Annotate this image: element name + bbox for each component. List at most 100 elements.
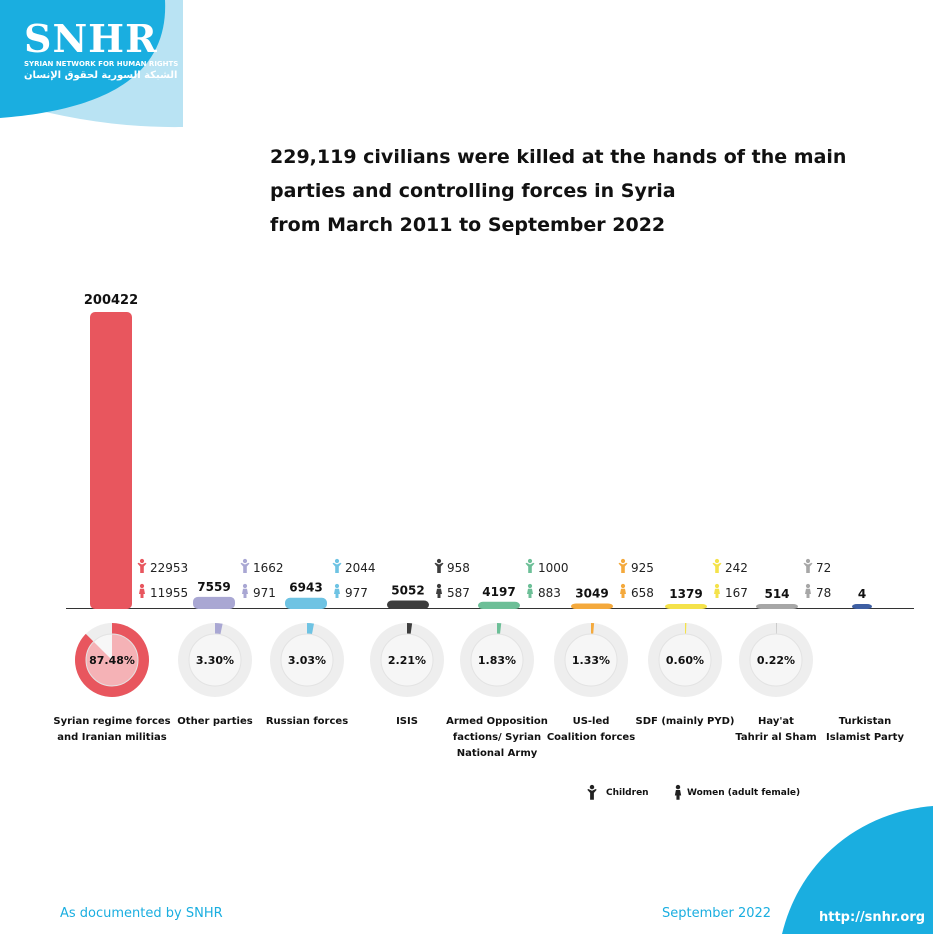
- chart-title-line: from March 2011 to September 2022: [270, 214, 666, 236]
- category-label: SDF (mainly PYD): [636, 716, 735, 727]
- figure-body: [618, 562, 628, 573]
- bar-value-label: 4: [858, 587, 866, 601]
- figure-head: [714, 583, 720, 589]
- children-count-label: 958: [447, 561, 470, 575]
- footer-url[interactable]: http://snhr.org: [819, 910, 926, 925]
- legend-women-icon: [674, 784, 682, 800]
- donut-hole: [470, 633, 524, 687]
- donut-hole: [658, 633, 712, 687]
- figure-body: [242, 588, 248, 598]
- women-count-label: 11955: [150, 586, 188, 600]
- bar: [665, 604, 707, 609]
- children-count-label: 242: [725, 561, 748, 575]
- legend-children-icon: [587, 784, 597, 800]
- figure-head: [242, 583, 248, 589]
- category-label: ISIS: [396, 716, 418, 727]
- figure-head: [714, 558, 720, 564]
- figure-body: [712, 562, 722, 573]
- percent-label: 1.33%: [572, 654, 610, 667]
- women-icon: [242, 583, 248, 598]
- bar: [285, 597, 327, 609]
- bar: [571, 603, 613, 609]
- percent-label: 3.30%: [196, 654, 234, 667]
- figure-head: [805, 583, 811, 589]
- women-count-label: 587: [447, 586, 470, 600]
- women-count-label: 883: [538, 586, 561, 600]
- bar-value-label: 5052: [391, 584, 424, 598]
- women-count-label: 167: [725, 586, 748, 600]
- figure-head: [139, 583, 145, 589]
- brand-org-arabic: الشبكة السورية لحقوق الإنسان: [24, 70, 178, 81]
- bar: [387, 600, 429, 609]
- women-icon: [805, 583, 811, 598]
- figure-head: [334, 558, 340, 564]
- chart-title: 229,119 civilians were killed at the han…: [270, 140, 870, 242]
- women-count-label: 78: [816, 586, 831, 600]
- children-count-label: 1662: [253, 561, 284, 575]
- donut-slice: [776, 623, 777, 660]
- category-label: Turkistan: [839, 716, 891, 727]
- children-icon: [803, 558, 813, 573]
- logo-front-shape: [0, 0, 166, 118]
- legend-children-label: Children: [606, 788, 649, 798]
- figure-body: [714, 588, 720, 598]
- figure-head: [589, 784, 595, 790]
- bar: [852, 604, 872, 609]
- legend-women-label: Women (adult female): [687, 788, 800, 798]
- figure-body: [240, 562, 250, 573]
- figure-head: [334, 583, 340, 589]
- children-count-label: 2044: [345, 561, 376, 575]
- category-label: Syrian regime forces: [53, 716, 170, 727]
- donut-hole: [280, 633, 334, 687]
- women-count-label: 971: [253, 586, 276, 600]
- percent-label: 87.48%: [89, 654, 135, 667]
- bar: [756, 604, 798, 609]
- category-label: National Army: [457, 748, 538, 759]
- figure-body: [525, 562, 535, 573]
- figure-head: [527, 558, 533, 564]
- figure-body: [674, 790, 682, 800]
- category-label: Russian forces: [266, 716, 348, 727]
- bar: [90, 312, 132, 609]
- bar-value-label: 200422: [84, 293, 138, 308]
- percent-label: 3.03%: [288, 654, 326, 667]
- figure-body: [805, 588, 811, 598]
- brand-logo: SNHR: [24, 16, 158, 61]
- chart-title-line: parties and controlling forces in Syria: [270, 180, 676, 202]
- brand-org-english: SYRIAN NETWORK FOR HUMAN RIGHTS: [24, 60, 179, 68]
- chart-title-line: 229,119 civilians were killed at the han…: [270, 146, 847, 168]
- children-icon: [332, 558, 342, 573]
- women-count-label: 658: [631, 586, 654, 600]
- figure-head: [675, 784, 681, 790]
- footer-corner-shape: [782, 806, 933, 934]
- figure-body: [137, 562, 147, 573]
- donut-hole: [188, 633, 242, 687]
- figure-body: [587, 788, 597, 800]
- figure-head: [527, 583, 533, 589]
- donut-hole: [85, 633, 139, 687]
- children-icon: [434, 558, 444, 573]
- donut-hole: [564, 633, 618, 687]
- figure-head: [242, 558, 248, 564]
- children-count-label: 1000: [538, 561, 569, 575]
- percent-label: 2.21%: [388, 654, 426, 667]
- figure-body: [434, 562, 444, 573]
- children-icon: [618, 558, 628, 573]
- category-label: Islamist Party: [826, 732, 904, 743]
- children-count-label: 22953: [150, 561, 188, 575]
- percent-label: 0.60%: [666, 654, 704, 667]
- women-count-label: 977: [345, 586, 368, 600]
- donut-hole: [749, 633, 803, 687]
- category-label: US-led: [573, 716, 610, 727]
- category-label: Tahrir al Sham: [735, 732, 816, 743]
- figure-body: [527, 588, 533, 598]
- bar-value-label: 7559: [197, 580, 230, 594]
- bar-value-label: 1379: [669, 587, 702, 601]
- category-label: Hay'at: [758, 716, 794, 727]
- women-icon: [714, 583, 720, 598]
- children-icon: [240, 558, 250, 573]
- children-count-label: 925: [631, 561, 654, 575]
